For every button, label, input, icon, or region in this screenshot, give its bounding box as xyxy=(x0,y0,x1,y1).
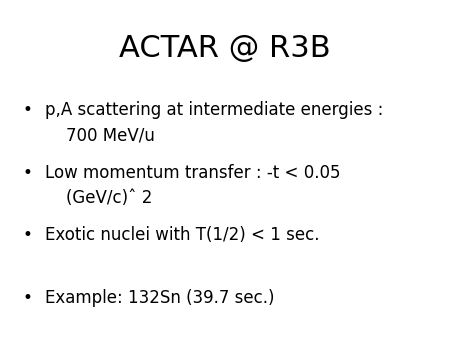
Text: Exotic nuclei with T(1/2) < 1 sec.: Exotic nuclei with T(1/2) < 1 sec. xyxy=(45,226,320,244)
Text: ACTAR @ R3B: ACTAR @ R3B xyxy=(119,34,331,63)
Text: •: • xyxy=(22,101,32,119)
Text: •: • xyxy=(22,289,32,307)
Text: •: • xyxy=(22,164,32,182)
Text: •: • xyxy=(22,226,32,244)
Text: Low momentum transfer : -t < 0.05
    (GeV/c)ˆ 2: Low momentum transfer : -t < 0.05 (GeV/c… xyxy=(45,164,341,207)
Text: Example: 132Sn (39.7 sec.): Example: 132Sn (39.7 sec.) xyxy=(45,289,274,307)
Text: p,A scattering at intermediate energies :
    700 MeV/u: p,A scattering at intermediate energies … xyxy=(45,101,383,144)
